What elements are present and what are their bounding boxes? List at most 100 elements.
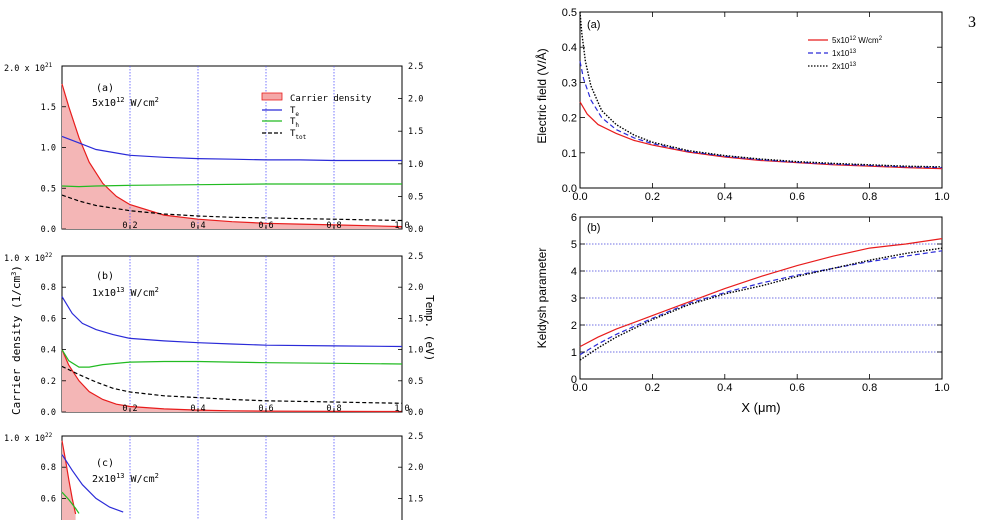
tick-label-right: 1.5 [408,127,423,137]
left-b-ymax-label: 1.0 x 1022 [4,252,53,264]
series-line [61,183,402,188]
left-c-gridlines [129,436,335,520]
tick-label-x: 0.8 [326,221,341,231]
tick-label-right: 2.0 [408,95,423,105]
tick-label-x: 0.2 [122,221,137,231]
tick-label-x: 0.8 [862,382,877,394]
tick-label-left: 0.0 [41,408,56,418]
left-a-intensity: 5x1012 W/cm2 [92,96,159,109]
tick-label-right: 2.0 [408,463,423,473]
right-b-xlabel: X (μm) [741,400,780,415]
series-line [61,491,80,514]
legend-label-1e13: 1x1013 [832,49,857,58]
tick-label-y: 3 [571,293,577,305]
series-line [61,135,402,162]
left-a-legend: Carrier density Te Th Ttot [261,92,372,141]
left-a-right-ticks: 0.0 0.5 1.0 1.5 2.0 2.5 [398,62,423,235]
legend-label-2e13: 2x1013 [832,62,857,71]
right-b-ylabel: Keldysh parameter [535,248,549,349]
tick-label-left: 0.5 [41,184,56,194]
right-b-gridlines [580,243,942,353]
series-line [579,61,943,169]
right-a-x-ticks: 0.0 0.2 0.4 0.6 0.8 1.0 [572,12,950,203]
left-a-x-ticks: 0.2 0.4 0.6 0.8 1.0 [122,221,409,231]
left-a-ymax-label: 2.0 x 1021 [4,62,53,74]
tick-label-x: 0.4 [190,404,205,414]
tick-label-y: 6 [571,212,577,224]
tick-label-x: 0.4 [717,382,732,394]
tick-label-x: 1.0 [394,404,409,414]
left-panel-a: 0.00.51.01.5 0.00.51.01.52.02.5 0.2 0.4 0.… [4,62,423,235]
tick-label-x: 1.0 [934,191,949,203]
right-a-frame [579,11,943,189]
tick-label-x: 0.6 [258,221,273,231]
tick-label-right: 0.5 [408,377,423,387]
tick-label-y: 0.3 [562,77,577,89]
page-number: 3 [968,14,976,31]
tick-label-x: 0.0 [572,382,587,394]
left-b-panel-label: (b) [96,271,114,282]
tick-label-x: 0.0 [572,191,587,203]
left-b-right-ticks: 0.0 0.5 1.0 1.5 2.0 2.5 [398,252,423,418]
right-b-series [579,238,943,361]
tick-label-right: 2.5 [408,432,423,442]
left-a-gridlines [129,66,335,229]
left-a-left-ticks: 0.0 0.5 1.0 1.5 [41,103,66,235]
legend-swatch-carrier [261,92,283,101]
series-line [579,238,943,348]
series-line [61,454,124,513]
tick-label-x: 1.0 [934,382,949,394]
tick-label-x: 0.8 [862,191,877,203]
tick-label-right: 0.5 [408,192,423,202]
legend-label-5e12: 5x1012 W/cm2 [832,36,883,45]
left-b-intensity: 1x1013 W/cm2 [92,286,159,299]
right-a-panel-label: (a) [587,19,600,31]
left-c-panel-label: (c) [96,458,114,469]
left-panel-c: 0.6 0.8 1.5 2.0 2.5 1.0 x 1022 (c) 2x1013 W… [4,432,423,520]
tick-label-left: 0.6 [41,494,56,504]
tick-label-y: 0.5 [562,7,577,19]
legend-label-carrier: Carrier density [290,94,372,104]
left-b-series [61,296,403,413]
tick-label-left: 0.6 [41,314,56,324]
tick-label-y: 5 [571,239,577,251]
series-line [61,296,403,348]
tick-label-y: 0.1 [562,148,577,160]
tick-label-y: 0.4 [562,42,577,54]
tick-label-left: 0.2 [41,377,56,387]
tick-label-right: 1.5 [408,314,423,324]
series-line [579,11,943,168]
tick-label-left: 0.0 [41,225,56,235]
tick-label-x: 0.6 [790,191,805,203]
tick-label-x: 0.8 [326,404,341,414]
left-b-gridlines [129,256,335,412]
tick-label-right: 1.0 [408,160,423,170]
right-panel-b: 0 1 2 3 4 5 6 0.0 0.2 0.4 0.6 0.8 1.0 (b) Keldysh p… [535,212,950,415]
left-c-series [61,440,124,515]
tick-label-x: 1.0 [394,221,409,231]
left-b-x-ticks: 0.2 0.4 0.6 0.8 1.0 [122,404,409,414]
series-line [61,194,403,222]
right-a-ylabel: Electric field (V/Å) [534,48,549,143]
tick-label-y: 0.0 [562,183,577,195]
tick-label-y: 1 [571,347,577,359]
series-line [579,250,943,356]
legend-label-ttot: Ttot [290,129,307,141]
series-line [61,83,403,228]
tick-label-right: 0.0 [408,225,423,235]
right-a-y-ticks: 0.0 0.1 0.2 0.3 0.4 0.5 [562,7,942,195]
series-line [61,365,403,404]
tick-label-x: 0.2 [645,382,660,394]
left-ylabel-carrier-density: Carrier density (1/cm3) [10,265,23,415]
tick-label-left: 1.0 [41,144,56,154]
left-b-left-ticks: 0.0 0.2 0.4 0.6 0.8 [41,283,66,418]
series-line [579,247,943,361]
right-panel-a: 0.0 0.1 0.2 0.3 0.4 0.5 0.0 0.2 0.4 0.6 0.8 1.0 (a… [534,7,950,203]
left-a-fill [62,83,402,230]
series-line [61,440,77,515]
right-a-legend: 5x1012 W/cm2 1x1013 2x1013 [808,36,883,71]
left-panel-b: 0.00.20.40.60.8 0.00.51.01.52.02.5 0.2 0.… [4,252,423,418]
tick-label-right: 1.5 [408,494,423,504]
left-a-panel-label: (a) [96,83,114,94]
